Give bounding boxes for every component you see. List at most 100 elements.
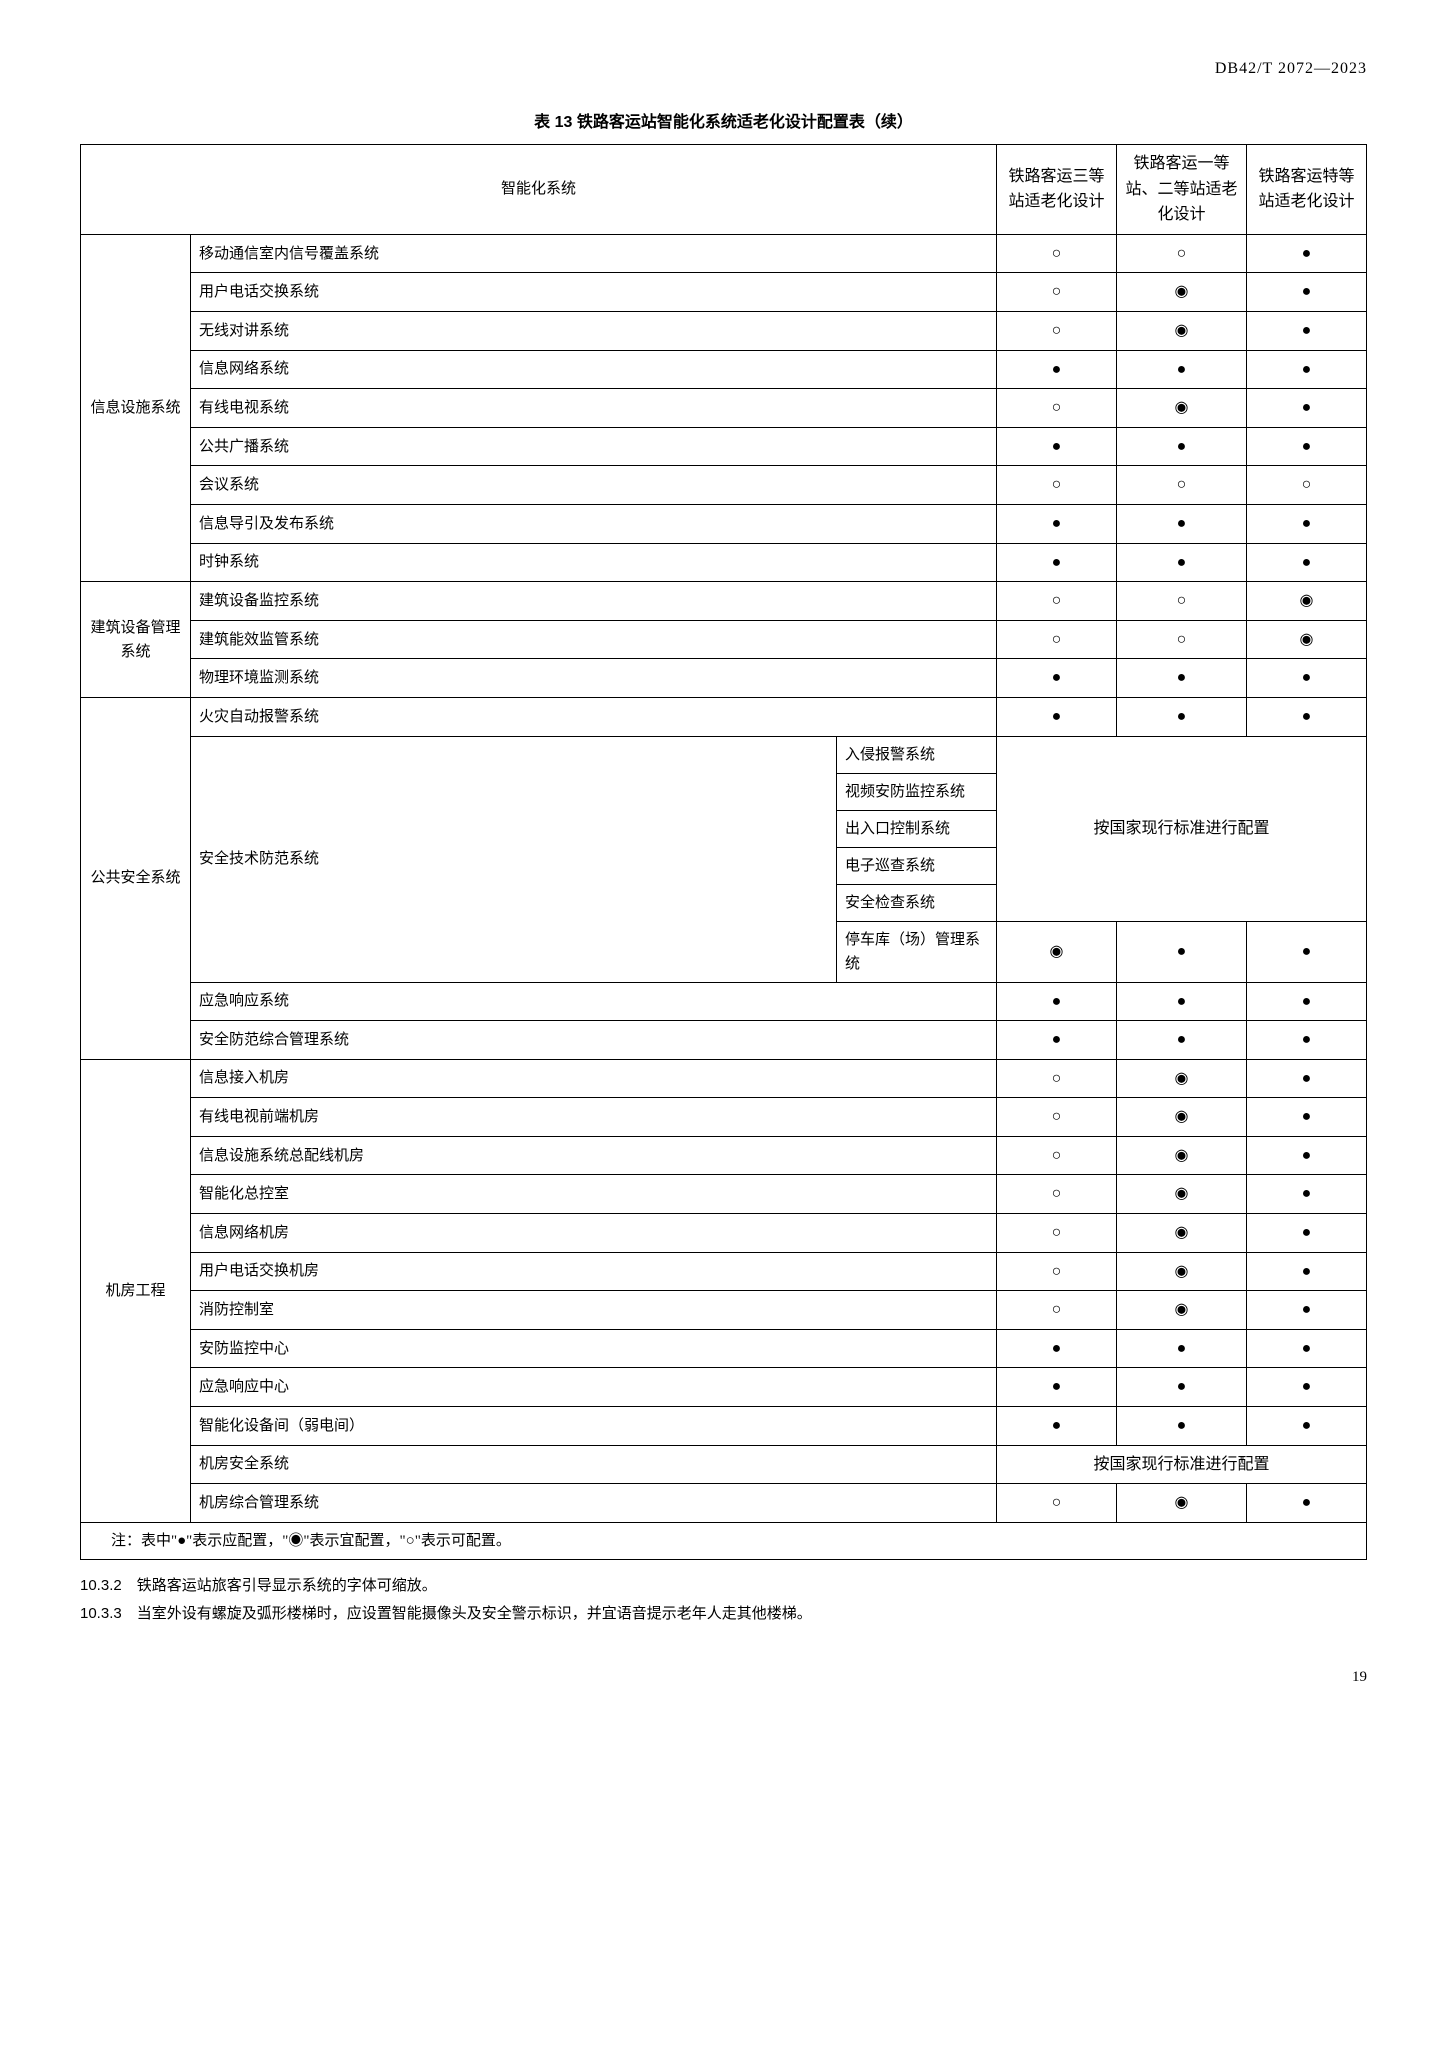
system-cell: 会议系统 xyxy=(191,466,997,505)
mark-cell: ◉ xyxy=(1117,1098,1247,1137)
system-cell: 移动通信室内信号覆盖系统 xyxy=(191,234,997,273)
header-col-special: 铁路客运特等站适老化设计 xyxy=(1247,145,1367,235)
mark-cell: ● xyxy=(1247,1484,1367,1523)
table-row: 物理环境监测系统●●● xyxy=(81,659,1367,698)
table-row: 时钟系统●●● xyxy=(81,543,1367,582)
mark-cell: ● xyxy=(1247,1059,1367,1098)
mark-cell: ● xyxy=(1247,1021,1367,1060)
header-col-12: 铁路客运一等站、二等站适老化设计 xyxy=(1117,145,1247,235)
system-cell: 建筑设备监控系统 xyxy=(191,582,997,621)
mark-cell: ○ xyxy=(997,1214,1117,1253)
mark-cell: ● xyxy=(1247,659,1367,698)
mark-cell: ● xyxy=(1117,427,1247,466)
table-row: 机房安全系统按国家现行标准进行配置 xyxy=(81,1445,1367,1484)
clause: 10.3.3 当室外设有螺旋及弧形楼梯时，应设置智能摄像头及安全警示标识，并宜语… xyxy=(80,1600,1367,1629)
mark-cell: ● xyxy=(1247,921,1367,982)
mark-cell: ○ xyxy=(997,1484,1117,1523)
table-row: 建筑能效监管系统○○◉ xyxy=(81,620,1367,659)
table-row: 信息网络系统●●● xyxy=(81,350,1367,389)
mark-cell: ● xyxy=(1247,427,1367,466)
mark-cell: ● xyxy=(997,543,1117,582)
system-cell: 火灾自动报警系统 xyxy=(191,697,997,736)
mark-cell: ○ xyxy=(1117,466,1247,505)
table-row: 安全技术防范系统入侵报警系统按国家现行标准进行配置 xyxy=(81,736,1367,773)
mark-cell: ○ xyxy=(1247,466,1367,505)
mark-cell: ● xyxy=(1117,504,1247,543)
mark-cell: ● xyxy=(1247,350,1367,389)
document-header: DB42/T 2072—2023 xyxy=(80,60,1367,78)
subsystem-cell: 视频安防监控系统 xyxy=(837,773,997,810)
mark-cell: ● xyxy=(1247,311,1367,350)
config-table: 智能化系统 铁路客运三等站适老化设计 铁路客运一等站、二等站适老化设计 铁路客运… xyxy=(80,144,1367,1560)
table-row: 智能化设备间（弱电间）●●● xyxy=(81,1407,1367,1446)
table-row: 智能化总控室○◉● xyxy=(81,1175,1367,1214)
mark-cell: ◉ xyxy=(1117,1214,1247,1253)
mark-cell: ○ xyxy=(997,234,1117,273)
table-row: 应急响应系统●●● xyxy=(81,982,1367,1021)
mark-cell: ◉ xyxy=(1117,389,1247,428)
merge-cell: 按国家现行标准进行配置 xyxy=(997,1445,1367,1484)
system-cell: 有线电视系统 xyxy=(191,389,997,428)
table-row: 用户电话交换系统○◉● xyxy=(81,273,1367,312)
subsystem-cell: 入侵报警系统 xyxy=(837,736,997,773)
table-row: 建筑设备管理系统建筑设备监控系统○○◉ xyxy=(81,582,1367,621)
mark-cell: ● xyxy=(997,1407,1117,1446)
mark-cell: ● xyxy=(1247,1329,1367,1368)
mark-cell: ● xyxy=(997,697,1117,736)
mark-cell: ● xyxy=(1117,982,1247,1021)
mark-cell: ○ xyxy=(997,582,1117,621)
system-cell: 建筑能效监管系统 xyxy=(191,620,997,659)
table-row: 公共广播系统●●● xyxy=(81,427,1367,466)
mark-cell: ● xyxy=(1117,350,1247,389)
mark-cell: ○ xyxy=(997,1175,1117,1214)
table-row: 无线对讲系统○◉● xyxy=(81,311,1367,350)
mark-cell: ○ xyxy=(997,1136,1117,1175)
mark-cell: ● xyxy=(1117,1329,1247,1368)
mark-cell: ● xyxy=(1247,697,1367,736)
mark-cell: ◉ xyxy=(1247,620,1367,659)
system-cell: 消防控制室 xyxy=(191,1291,997,1330)
category-cell: 建筑设备管理系统 xyxy=(81,582,191,698)
mark-cell: ◉ xyxy=(1117,1484,1247,1523)
system-cell: 安全技术防范系统 xyxy=(191,736,837,982)
mark-cell: ● xyxy=(1247,389,1367,428)
mark-cell: ● xyxy=(997,1021,1117,1060)
subsystem-cell: 停车库（场）管理系统 xyxy=(837,921,997,982)
mark-cell: ● xyxy=(1247,234,1367,273)
table-row: 信息网络机房○◉● xyxy=(81,1214,1367,1253)
table-title: 表 13 铁路客运站智能化系统适老化设计配置表（续） xyxy=(80,108,1367,132)
mark-cell: ● xyxy=(1117,1368,1247,1407)
system-cell: 智能化设备间（弱电间） xyxy=(191,1407,997,1446)
mark-cell: ● xyxy=(997,1329,1117,1368)
system-cell: 公共广播系统 xyxy=(191,427,997,466)
mark-cell: ● xyxy=(1247,982,1367,1021)
mark-cell: ● xyxy=(1117,1407,1247,1446)
system-cell: 信息接入机房 xyxy=(191,1059,997,1098)
system-cell: 信息网络机房 xyxy=(191,1214,997,1253)
table-row: 机房工程信息接入机房○◉● xyxy=(81,1059,1367,1098)
table-row: 有线电视前端机房○◉● xyxy=(81,1098,1367,1137)
table-row: 信息导引及发布系统●●● xyxy=(81,504,1367,543)
mark-cell: ● xyxy=(1117,543,1247,582)
mark-cell: ○ xyxy=(1117,620,1247,659)
system-cell: 用户电话交换机房 xyxy=(191,1252,997,1291)
clause-num: 10.3.2 xyxy=(80,1577,122,1594)
mark-cell: ● xyxy=(997,350,1117,389)
header-system: 智能化系统 xyxy=(81,145,997,235)
mark-cell: ● xyxy=(1247,273,1367,312)
mark-cell: ● xyxy=(1117,1021,1247,1060)
table-row: 消防控制室○◉● xyxy=(81,1291,1367,1330)
mark-cell: ◉ xyxy=(1117,311,1247,350)
category-cell: 信息设施系统 xyxy=(81,234,191,581)
mark-cell: ● xyxy=(1247,1291,1367,1330)
table-row: 有线电视系统○◉● xyxy=(81,389,1367,428)
system-cell: 无线对讲系统 xyxy=(191,311,997,350)
system-cell: 应急响应系统 xyxy=(191,982,997,1021)
mark-cell: ○ xyxy=(997,620,1117,659)
table-row: 用户电话交换机房○◉● xyxy=(81,1252,1367,1291)
mark-cell: ○ xyxy=(997,466,1117,505)
system-cell: 用户电话交换系统 xyxy=(191,273,997,312)
system-cell: 安防监控中心 xyxy=(191,1329,997,1368)
note-cell: 注：表中"●"表示应配置，"◉"表示宜配置，"○"表示可配置。 xyxy=(81,1522,1367,1559)
mark-cell: ○ xyxy=(997,273,1117,312)
